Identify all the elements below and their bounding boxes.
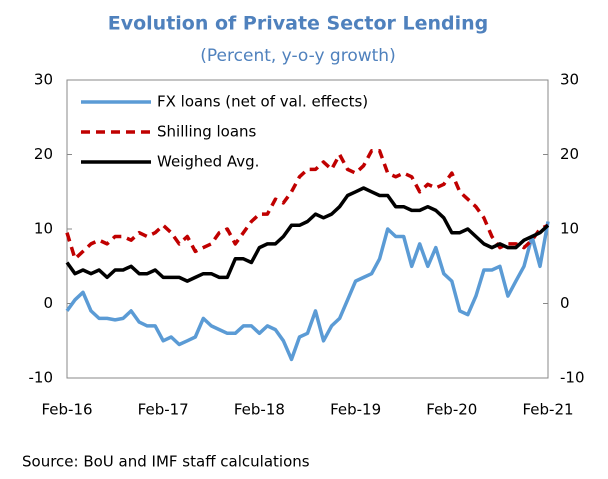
y2-tick-label: 20 bbox=[560, 145, 579, 163]
y-tick-label: 30 bbox=[34, 71, 53, 89]
y-tick-label: 20 bbox=[34, 145, 53, 163]
source-note: Source: BoU and IMF staff calculations bbox=[22, 453, 310, 471]
chart-subtitle: (Percent, y-o-y growth) bbox=[200, 46, 395, 66]
y-tick-label: 0 bbox=[43, 294, 53, 312]
x-tick-label: Feb-21 bbox=[522, 401, 573, 419]
chart-title: Evolution of Private Sector Lending bbox=[108, 13, 489, 35]
x-tick-label: Feb-16 bbox=[41, 401, 92, 419]
y-tick-label: -10 bbox=[29, 369, 54, 387]
series-line bbox=[65, 186, 550, 283]
y-tick-label: 10 bbox=[34, 220, 53, 238]
x-tick-label: Feb-17 bbox=[138, 401, 189, 419]
x-tick-label: Feb-20 bbox=[426, 401, 477, 419]
legend-label: Weighed Avg. bbox=[157, 153, 259, 171]
x-tick-label: Feb-19 bbox=[330, 401, 381, 419]
y2-tick-label: 10 bbox=[560, 220, 579, 238]
y2-tick-label: -10 bbox=[560, 369, 585, 387]
series-line bbox=[65, 221, 550, 362]
y2-tick-label: 0 bbox=[560, 294, 570, 312]
y2-tick-label: 30 bbox=[560, 71, 579, 89]
series-line bbox=[65, 149, 549, 261]
x-tick-label: Feb-18 bbox=[234, 401, 285, 419]
legend-label: FX loans (net of val. effects) bbox=[157, 93, 368, 111]
legend-label: Shilling loans bbox=[157, 123, 257, 141]
